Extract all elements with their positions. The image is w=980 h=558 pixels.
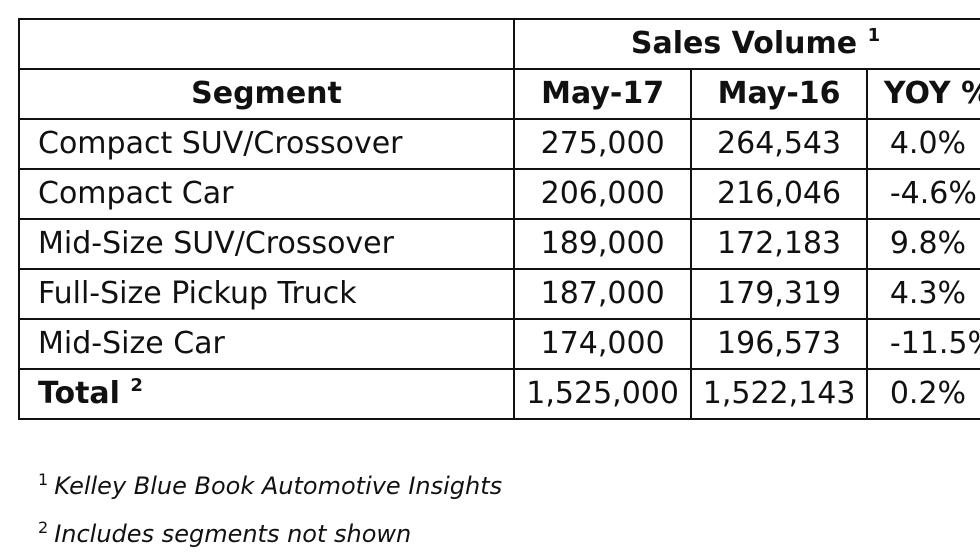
segment-column-header: Segment [18, 68, 515, 120]
table-row: Mid-Size SUV/Crossover 189,000 172,183 9… [18, 218, 980, 270]
sales-volume-header: Sales Volume 1 [512, 18, 980, 70]
sales-volume-header-text: Sales Volume [630, 26, 858, 61]
total-row: Total 2 1,525,000 1,522,143 0.2% [18, 368, 980, 420]
group-header-row: Sales Volume 1 [18, 18, 980, 70]
yoy-cell: -11.5% [865, 318, 980, 370]
yoy-cell: 4.0% [865, 118, 980, 170]
yoy-column-header: YOY % [865, 68, 980, 120]
total-may17-cell: 1,525,000 [512, 368, 693, 420]
may16-cell: 179,319 [690, 268, 868, 320]
yoy-cell: 4.3% [865, 268, 980, 320]
footnote-mark: 2 [38, 518, 49, 537]
may17-cell: 174,000 [512, 318, 693, 370]
segment-cell: Mid-Size Car [18, 318, 515, 370]
segment-cell: Compact SUV/Crossover [18, 118, 515, 170]
total-may16-cell: 1,522,143 [690, 368, 868, 420]
may17-cell: 275,000 [512, 118, 693, 170]
may17-cell: 187,000 [512, 268, 693, 320]
footnote-1: 1 Kelley Blue Book Automotive Insights [38, 462, 502, 510]
yoy-cell: 9.8% [865, 218, 980, 270]
may16-cell: 216,046 [690, 168, 868, 220]
table-row: Full-Size Pickup Truck 187,000 179,319 4… [18, 268, 980, 320]
table-row: Compact Car 206,000 216,046 -4.6% [18, 168, 980, 220]
total-label-mark: 2 [130, 375, 143, 396]
table-row: Mid-Size Car 174,000 196,573 -11.5% [18, 318, 980, 370]
empty-header-cell [18, 18, 515, 70]
table-row: Compact SUV/Crossover 275,000 264,543 4.… [18, 118, 980, 170]
may17-cell: 206,000 [512, 168, 693, 220]
may16-column-header: May-16 [690, 68, 868, 120]
may16-cell: 264,543 [690, 118, 868, 170]
column-header-row: Segment May-17 May-16 YOY % [18, 68, 980, 120]
footnote-2: 2 Includes segments not shown [38, 510, 502, 558]
segment-cell: Compact Car [18, 168, 515, 220]
total-yoy-cell: 0.2% [865, 368, 980, 420]
sales-table-container: Sales Volume 1 Segment May-17 May-16 YOY… [18, 18, 980, 420]
total-label: Total [38, 376, 120, 411]
may16-cell: 172,183 [690, 218, 868, 270]
segment-cell: Mid-Size SUV/Crossover [18, 218, 515, 270]
may17-cell: 189,000 [512, 218, 693, 270]
sales-volume-header-mark: 1 [867, 25, 881, 46]
footnote-text: Kelley Blue Book Automotive Insights [54, 472, 503, 500]
segment-cell: Full-Size Pickup Truck [18, 268, 515, 320]
yoy-cell: -4.6% [865, 168, 980, 220]
footnote-mark: 1 [38, 470, 49, 489]
footnotes: 1 Kelley Blue Book Automotive Insights 2… [38, 462, 502, 558]
may17-column-header: May-17 [512, 68, 693, 120]
sales-volume-table: Sales Volume 1 Segment May-17 May-16 YOY… [18, 18, 980, 420]
may16-cell: 196,573 [690, 318, 868, 370]
total-label-cell: Total 2 [18, 368, 515, 420]
footnote-text: Includes segments not shown [54, 520, 412, 548]
